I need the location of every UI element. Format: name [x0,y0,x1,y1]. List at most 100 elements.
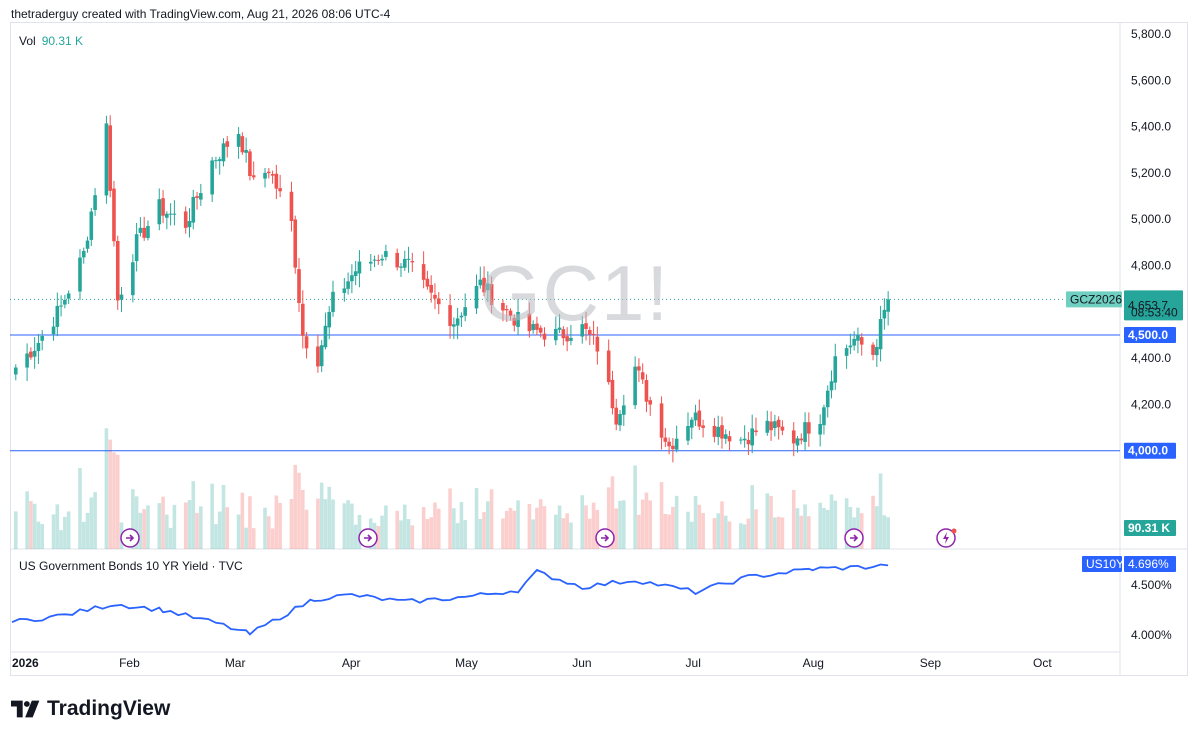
lightning-circle-icon[interactable] [936,528,957,548]
candle-body [112,188,116,242]
volume-bar [674,495,679,549]
volume-bar [644,492,649,549]
volume-bar [769,495,773,549]
volume-bar [93,492,97,549]
volume-value: 90.31 K [41,34,84,48]
volume-bar [648,500,653,549]
volume-bar [527,503,532,549]
time-tick-label: Feb [119,656,140,670]
bond-symbol-badge: US10Y [1086,557,1124,571]
candle-body [104,123,109,196]
candle-body [353,271,358,277]
volume-bar [557,505,562,549]
volume-bar [474,488,479,549]
last-price-badge: 4,653.7 [1128,298,1168,312]
candle-body [818,423,822,435]
volume-bar [561,518,566,549]
candle-body [595,336,600,352]
volume-bar [637,514,641,549]
volume-bar [244,527,248,549]
candle-body [852,338,856,346]
candle-body [482,277,486,293]
volume-bar [161,496,165,549]
time-tick-label: Jul [686,656,701,670]
candle-body [55,305,60,327]
candle-body [489,284,494,306]
candle-body [263,172,267,179]
candle-body [739,439,743,441]
volume-bar [157,503,162,549]
volume-bar [746,518,751,549]
candle-body [569,337,573,341]
symbol-badge: GCZ2026 [1070,292,1122,306]
volume-bar [739,523,743,549]
arrow-glyph [126,534,135,542]
volume-bar [316,498,320,549]
candle-body [561,329,566,339]
volume-bar [723,515,728,549]
candle-body [531,324,535,331]
candle-body [667,441,671,447]
volume-bar [871,495,875,549]
volume-bar [606,487,611,549]
volume-bar [402,504,407,549]
lightning-glyph [943,532,949,544]
candle-body [693,412,698,421]
candle-body [168,213,173,215]
candle-body [436,298,441,305]
volume-bar [395,510,400,549]
candle-body [791,430,796,444]
candle-body [844,348,849,356]
volume-bar [433,502,437,549]
arrow-circle-icon[interactable] [358,528,378,548]
candle-body [508,310,513,316]
volume-bar [512,510,517,549]
tradingview-logo[interactable]: TradingView [11,697,170,721]
arrow-circle-icon[interactable] [120,528,140,548]
volume-bar [504,510,509,549]
candle-body [350,275,354,282]
volume-bar [875,506,879,549]
volume-bar [765,493,770,549]
time-tick-label: 2026 [12,656,39,670]
volume-bar [270,528,275,549]
price-tick-label: 4,400.0 [1131,351,1171,365]
candle-body [882,309,887,319]
candle-body [297,269,301,304]
lower-level-badge-bg [1124,442,1176,459]
candle-body [474,285,479,309]
volume-legend: Vol 90.31 K [19,34,83,48]
volume-bar [323,499,328,549]
volume-bar [191,481,196,549]
bond-symbol-badge-bg [1082,556,1122,572]
time-tick-label: Apr [342,656,361,670]
volume-bar [251,528,256,549]
arrow-circle-icon[interactable] [844,528,864,548]
symbol-badge-bg [1066,291,1122,308]
candle-body [342,288,347,293]
volume-bar [342,503,347,549]
volume-bar [591,502,596,549]
arrow-circle-icon[interactable] [595,528,615,548]
volume-bar [588,518,592,549]
symbol-watermark: GC1! [480,249,671,337]
volume-bar [357,514,362,549]
volume-bar [112,452,116,549]
volume-bar [833,500,838,549]
candle-body [822,407,826,426]
volume-bar [187,500,192,549]
price-tick-label: 5,000.0 [1131,212,1171,226]
candle-body [776,419,781,428]
volume-bar [803,504,807,549]
candle-body [32,350,37,357]
candle-body [406,258,411,260]
candle-body [512,317,517,326]
volume-bar [882,515,887,549]
time-tick-label: Aug [803,656,824,670]
volume-label: Vol [19,34,36,48]
volume-bar [508,507,513,549]
candle-body [557,327,562,330]
volume-bar [554,514,558,549]
candle-body [119,294,124,300]
